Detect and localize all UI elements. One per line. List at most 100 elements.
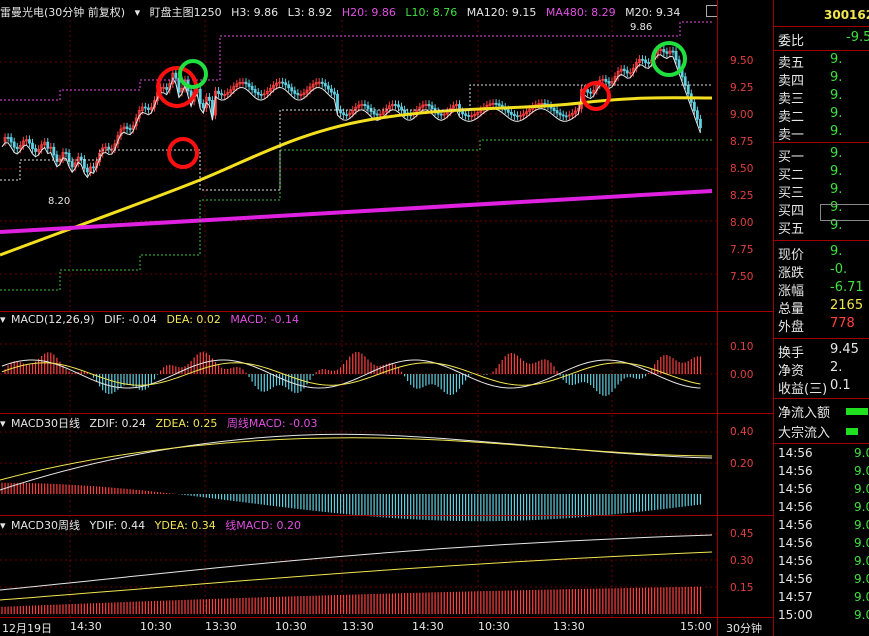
candle-body [31, 142, 34, 150]
tick-price: 9.0 [854, 518, 869, 532]
candle-body [70, 161, 74, 168]
info-row: 涨跌 -0. [778, 262, 869, 281]
tick-row: 14:56 9.0 [778, 536, 869, 554]
flow-row: 净流入额 [778, 402, 869, 421]
candle-body [513, 113, 516, 117]
candle-body [86, 167, 89, 173]
candle-body [476, 111, 480, 115]
macd2-title[interactable]: MACD30日线 [11, 417, 81, 430]
candle-body [506, 109, 510, 113]
macd1-title[interactable]: MACD(12,26,9) [11, 313, 95, 326]
info-row: 现价 9. [778, 244, 869, 263]
candle-body [198, 88, 202, 104]
candle-body [692, 101, 696, 112]
candle-body [345, 114, 349, 117]
candle-body [552, 107, 556, 112]
info-row-value: 9. [830, 244, 843, 259]
candle-body [211, 100, 214, 116]
candle-body [326, 85, 330, 90]
candle-body [671, 50, 675, 53]
candle-body [256, 91, 260, 95]
candle-body [390, 104, 394, 107]
macd2-zdif: ZDIF: 0.24 [89, 417, 146, 430]
dropdown-icon[interactable]: ▾ [0, 313, 6, 326]
annotation-circle-red [581, 81, 611, 111]
flow-bar [846, 428, 858, 435]
weibi-value: -9.56 [846, 30, 869, 45]
candle-body [360, 104, 364, 106]
candle-body [564, 115, 568, 118]
buy-row-label: 买三 [778, 186, 805, 201]
axis-tick-label: 0.00 [730, 369, 754, 381]
buy-row: 买五 9. [778, 218, 869, 237]
kline-chart-area[interactable] [0, 0, 773, 636]
time-tick-label: 13:30 [342, 620, 374, 633]
candle-body [259, 93, 263, 96]
divider [774, 50, 869, 51]
candle-body [470, 115, 474, 118]
candle-body [610, 81, 614, 84]
axis-tick-label: 8.00 [730, 217, 754, 229]
axis-tick-label: 9.25 [730, 82, 754, 94]
period-selector[interactable]: 30分钟 [726, 622, 762, 635]
candle-body [125, 126, 129, 129]
candle-body [339, 109, 342, 114]
macd1-macd: MACD: -0.14 [230, 313, 300, 326]
info2-row: 净资 2. [778, 360, 869, 379]
axis-tick-label: 9.50 [730, 55, 754, 67]
axis-tick-label: 8.50 [730, 163, 754, 175]
dropdown-icon[interactable]: ▾ [134, 6, 141, 19]
candle-body [299, 94, 303, 96]
candle-body [540, 102, 544, 105]
candle-body [201, 103, 205, 109]
dropdown-icon[interactable]: ▾ [0, 417, 6, 430]
candle-body [665, 51, 669, 54]
time-tick-label: 12月19日 [2, 622, 52, 635]
candle-body [244, 81, 248, 85]
info-row-label: 涨跌 [778, 266, 805, 281]
tick-time: 14:56 [778, 464, 813, 478]
candle-body [567, 114, 571, 117]
info-row-label: 现价 [778, 248, 805, 263]
info-row-label: 外盘 [778, 320, 805, 335]
candle-body [686, 84, 690, 95]
tick-time: 14:57 [778, 590, 813, 604]
candle-body [622, 68, 626, 72]
candle-body [253, 89, 257, 93]
time-tick-label: 10:30 [478, 620, 510, 633]
candle-body [232, 86, 236, 91]
candle-body [311, 83, 315, 88]
candle-body [52, 146, 56, 156]
candle-body [302, 92, 306, 95]
buy-row: 买三 9. [778, 182, 869, 201]
stock-title[interactable]: 雷曼光电(30分钟 前复权) [0, 6, 126, 19]
flow-bar [846, 408, 868, 415]
candle-body [668, 50, 672, 54]
sell-row: 卖五 9. [778, 52, 869, 71]
l10-value: L10: 8.76 [405, 6, 458, 19]
candle-body [366, 105, 370, 109]
candle-body [34, 148, 37, 152]
candle-body [128, 128, 132, 130]
divider [774, 398, 869, 399]
candle-body [455, 104, 458, 107]
macd3-header: ▾ MACD30周线 YDIF: 0.44 YDEA: 0.34 线MACD: … [0, 517, 307, 533]
dea-line [1, 362, 701, 386]
candle-body [314, 82, 318, 85]
tick-time: 14:56 [778, 482, 813, 496]
candle-body [165, 87, 169, 90]
candle-body [171, 72, 175, 85]
flow-row-label: 净流入额 [778, 406, 831, 421]
macd3-ymacd: 线MACD: 0.20 [225, 519, 301, 532]
candle-body [15, 146, 19, 150]
dropdown-icon[interactable]: ▾ [0, 519, 6, 532]
candle-body [317, 81, 321, 84]
candle-body [342, 112, 346, 116]
candle-body [150, 106, 153, 110]
macd3-title[interactable]: MACD30周线 [11, 519, 81, 532]
candle-body [336, 93, 339, 111]
chart-label[interactable]: 盯盘主图1250 [149, 6, 222, 19]
candle-body [586, 89, 589, 93]
tick-row: 14:56 9.0 [778, 464, 869, 482]
axis-tick-label: 7.75 [730, 244, 754, 256]
